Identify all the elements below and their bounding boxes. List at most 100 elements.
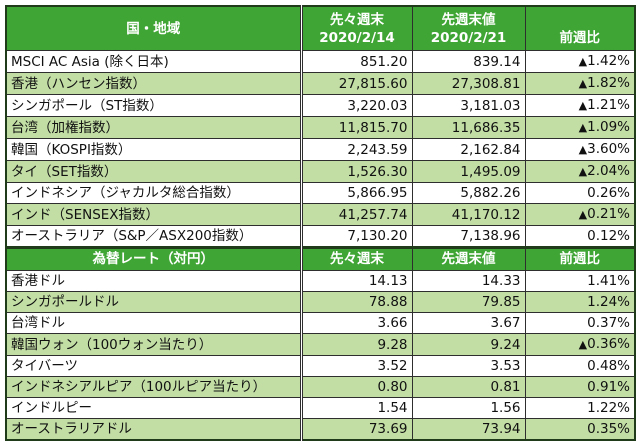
index-row: 韓国（KOSPI指数） 2,243.59 2,162.84 ▲3.60% [5,138,636,161]
index-row: オーストラリア（S&P／ASX200指数） 7,130.20 7,138.96 0.1… [5,225,636,248]
header-change: 前週比 [524,5,636,51]
row-prev-value: 1.56 [411,397,526,419]
down-triangle-icon: ▲ [578,121,588,134]
change-value: 1.21% [587,97,630,113]
row-name: 台湾（加権指数） [5,116,303,139]
row-change-value: 1.41% [524,270,636,292]
row-prev2-value: 9.28 [300,333,413,356]
fx-row: タイバーツ 3.52 3.53 0.48% [5,355,636,377]
header-prev-date: 2020/2/21 [430,29,507,46]
row-prev-value: 0.81 [411,376,526,398]
row-prev2-value: 851.20 [300,50,413,73]
down-triangle-icon: ▲ [578,77,588,90]
index-row: 台湾（加権指数） 11,815.70 11,686.35 ▲1.09% [5,116,636,139]
row-prev-value: 41,170.12 [411,203,526,226]
market-weekly-table: 国・地域 先々週末 2020/2/14 先週末値 2020/2/21 前週比 M… [5,5,636,441]
down-triangle-icon: ▲ [578,99,588,112]
header-prev2-week: 先々週末 2020/2/14 [300,5,413,51]
row-prev2-value: 7,130.20 [300,225,413,248]
row-prev-value: 3.67 [411,312,526,334]
row-name: 台湾ドル [5,312,303,334]
row-prev2-value: 1.54 [300,397,413,419]
fx-row: インドネシアルピア（100ルピア当たり） 0.80 0.81 0.91% [5,376,636,398]
row-name: オーストラリアドル [5,418,303,441]
row-prev2-value: 3,220.03 [300,94,413,117]
row-name: 韓国（KOSPI指数） [5,138,303,161]
row-prev-value: 73.94 [411,418,526,441]
row-change-value: 1.24% [524,291,636,313]
row-prev2-value: 3.66 [300,312,413,334]
row-prev-value: 1,495.09 [411,160,526,183]
index-row: インドネシア（ジャカルタ総合指数） 5,866.95 5,882.26 0.26% [5,182,636,204]
indices-header-row: 国・地域 先々週末 2020/2/14 先週末値 2020/2/21 前週比 [5,5,636,51]
row-prev2-value: 14.13 [300,270,413,292]
row-change-value: ▲2.04% [524,160,636,183]
row-name: シンガポール（ST指数） [5,94,303,117]
row-change-value: ▲0.21% [524,203,636,226]
fx-row: オーストラリアドル 73.69 73.94 0.35% [5,418,636,441]
header-prev-label: 先週末値 [441,11,496,28]
row-prev-value: 9.24 [411,333,526,356]
fx-header-change: 前週比 [524,247,636,271]
row-change-value: 0.48% [524,355,636,377]
row-name: シンガポールドル [5,291,303,313]
fx-row: 台湾ドル 3.66 3.67 0.37% [5,312,636,334]
change-value: 1.42% [587,53,630,69]
row-change-value: ▲1.82% [524,72,636,95]
row-prev2-value: 78.88 [300,291,413,313]
down-triangle-icon: ▲ [578,208,588,221]
change-value: 3.60% [587,141,630,157]
row-prev2-value: 41,257.74 [300,203,413,226]
fx-header-prev2: 先々週末 [300,247,413,271]
fx-header-prev: 先週末値 [411,247,526,271]
row-name: タイ（SET指数） [5,160,303,183]
change-value: 0.21% [587,206,630,222]
fx-header-name: 為替レート（対円） [5,247,303,271]
fx-row: インドルピー 1.54 1.56 1.22% [5,397,636,419]
index-row: タイ（SET指数） 1,526.30 1,495.09 ▲2.04% [5,160,636,183]
row-name: 香港ドル [5,270,303,292]
row-name: インドネシア（ジャカルタ総合指数） [5,182,303,204]
change-value: 1.82% [587,75,630,91]
row-prev-value: 7,138.96 [411,225,526,248]
row-prev2-value: 11,815.70 [300,116,413,139]
index-row: インド（SENSEX指数） 41,257.74 41,170.12 ▲0.21% [5,203,636,226]
row-change-value: ▲1.42% [524,50,636,73]
down-triangle-icon: ▲ [578,143,588,156]
row-prev-value: 14.33 [411,270,526,292]
row-prev-value: 2,162.84 [411,138,526,161]
header-country: 国・地域 [5,5,303,51]
fx-header-row: 為替レート（対円） 先々週末 先週末値 前週比 [5,247,636,271]
row-change-value: ▲1.09% [524,116,636,139]
row-name: 韓国ウォン（100ウォン当たり） [5,333,303,356]
row-prev-value: 5,882.26 [411,182,526,204]
row-prev2-value: 2,243.59 [300,138,413,161]
row-prev2-value: 5,866.95 [300,182,413,204]
row-prev-value: 839.14 [411,50,526,73]
change-value: 1.09% [587,119,630,135]
row-prev2-value: 3.52 [300,355,413,377]
row-name: インド（SENSEX指数） [5,203,303,226]
row-prev2-value: 27,815.60 [300,72,413,95]
row-prev2-value: 73.69 [300,418,413,441]
row-prev2-value: 1,526.30 [300,160,413,183]
row-change-value: 0.91% [524,376,636,398]
fx-row: 韓国ウォン（100ウォン当たり） 9.28 9.24 ▲0.36% [5,333,636,356]
row-prev2-value: 0.80 [300,376,413,398]
row-change-value: 0.26% [524,182,636,204]
header-prev2-date: 2020/2/14 [319,29,395,46]
index-row: シンガポール（ST指数） 3,220.03 3,181.03 ▲1.21% [5,94,636,117]
row-change-value: ▲3.60% [524,138,636,161]
row-name: オーストラリア（S&P／ASX200指数） [5,225,303,248]
header-prev-week: 先週末値 2020/2/21 [411,5,526,51]
row-name: 香港（ハンセン指数） [5,72,303,95]
fx-row: 香港ドル 14.13 14.33 1.41% [5,270,636,292]
row-name: MSCI AC Asia (除く日本) [5,50,303,73]
row-change-value: 1.22% [524,397,636,419]
row-change-value: 0.37% [524,312,636,334]
change-value: 0.36% [587,336,630,352]
header-prev2-label: 先々週末 [330,11,384,28]
row-prev-value: 11,686.35 [411,116,526,139]
row-prev-value: 79.85 [411,291,526,313]
down-triangle-icon: ▲ [578,165,588,178]
